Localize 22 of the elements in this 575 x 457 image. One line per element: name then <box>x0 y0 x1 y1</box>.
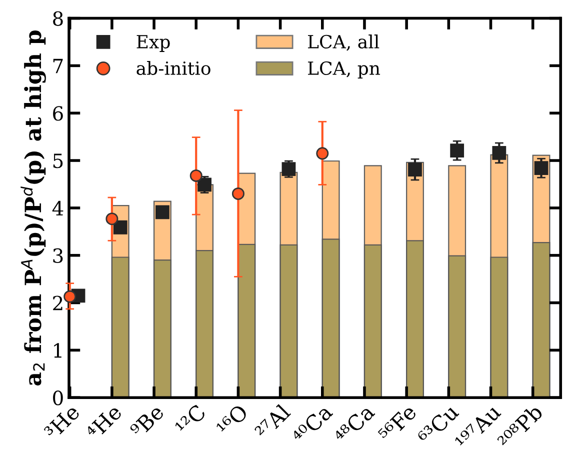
y-tick-label: 7 <box>53 58 63 74</box>
x-tick-label: ⁴He <box>85 404 123 441</box>
x-tick-label: ¹⁶O <box>216 404 249 437</box>
y-tick-label: 6 <box>53 106 63 121</box>
x-tick-label: ⁴⁸Ca <box>333 403 376 446</box>
x-tick-label: ¹²C <box>174 404 207 436</box>
legend-label: LCA, all <box>308 34 380 51</box>
y-tick-label: 2 <box>53 296 62 310</box>
x-tick-label: ⁵⁶Fe <box>377 403 418 444</box>
legend-label: Exp <box>136 35 170 52</box>
y-tick-label: 5 <box>53 154 63 168</box>
x-tick-label: ⁴⁰Ca <box>291 403 334 446</box>
legend-label: LCA, pn <box>308 61 380 79</box>
y-axis-title: a$_{2}$ from P$^{A}$(p)/P$^{d}$(p) at high p <box>20 30 46 386</box>
y-tick-label: 8 <box>53 11 63 26</box>
x-tick-label: ⁹Be <box>129 403 165 439</box>
y-tick-label: 1 <box>54 343 62 358</box>
y-tick-label: 3 <box>53 248 63 264</box>
legend-label: ab-initio <box>136 61 210 76</box>
y-tick-label: 0 <box>53 390 63 406</box>
y-tick-label: 4 <box>52 200 64 216</box>
x-tick-label: ²⁷Al <box>254 402 292 440</box>
